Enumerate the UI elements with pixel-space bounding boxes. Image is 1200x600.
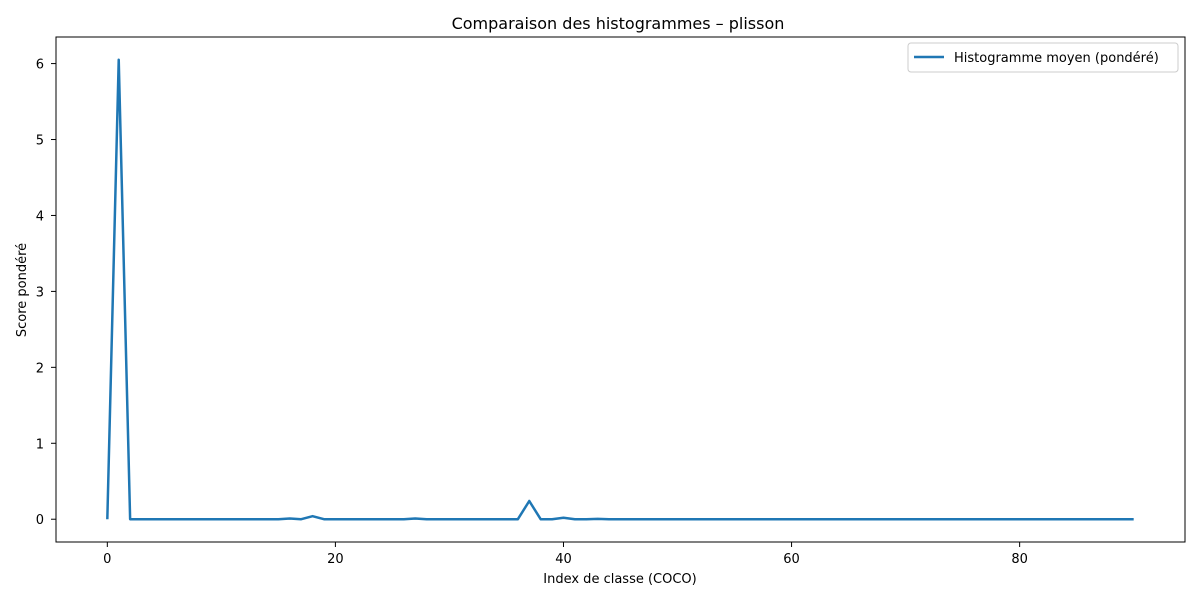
legend-box [907, 42, 1179, 73]
y-axis-label: Score pondéré [15, 243, 30, 337]
series-layer [106, 58, 1134, 521]
series-line [106, 58, 1134, 521]
y-tick-label: 6 [36, 58, 44, 73]
x-tick-label: 40 [555, 552, 572, 567]
legend-label: Histogramme moyen (pondéré) [954, 51, 1159, 66]
plot-area [56, 37, 1185, 542]
y-axis-ticks: 0 1 2 3 4 5 6 [36, 58, 56, 528]
plot-frame [55, 36, 1186, 543]
y-tick-label: 5 [36, 134, 44, 149]
x-tick-label: 20 [327, 552, 344, 567]
y-tick-label: 2 [36, 361, 44, 376]
y-tick-label: 1 [36, 437, 44, 452]
x-tick-label: 0 [103, 552, 111, 567]
x-tick-label: 80 [1011, 552, 1028, 567]
x-axis-label: Index de classe (COCO) [543, 572, 696, 587]
y-tick-label: 3 [36, 285, 44, 300]
legend: Histogramme moyen (pondéré) [907, 42, 1179, 73]
x-tick-label: 60 [783, 552, 800, 567]
y-tick-label: 0 [36, 513, 44, 528]
x-axis-ticks: 0 20 40 60 80 [103, 542, 1028, 567]
chart-title: Comparaison des histogrammes – plisson [452, 14, 785, 33]
y-tick-label: 4 [36, 209, 44, 224]
